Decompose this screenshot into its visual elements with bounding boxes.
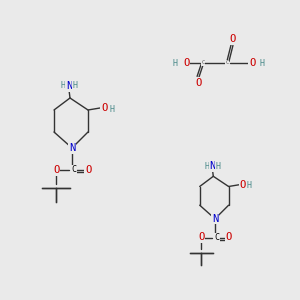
Text: H: H — [215, 162, 220, 171]
Text: H: H — [110, 104, 115, 113]
Text: N: N — [212, 214, 218, 224]
Text: C: C — [71, 166, 76, 175]
Text: H: H — [260, 58, 265, 68]
Text: H: H — [172, 58, 178, 68]
Text: O: O — [226, 232, 232, 242]
Text: C: C — [225, 61, 229, 65]
Text: C: C — [214, 233, 220, 242]
Text: N: N — [66, 81, 72, 91]
Text: O: O — [229, 34, 235, 44]
Text: H: H — [205, 162, 210, 171]
Text: H: H — [247, 181, 251, 190]
Text: H: H — [61, 82, 65, 91]
Text: O: O — [183, 58, 189, 68]
Text: O: O — [198, 232, 205, 242]
Text: H: H — [73, 82, 77, 91]
Text: O: O — [249, 58, 255, 68]
Text: N: N — [69, 143, 75, 153]
Text: O: O — [101, 103, 107, 113]
Text: C: C — [201, 61, 205, 65]
Text: O: O — [195, 78, 201, 88]
Text: O: O — [85, 165, 91, 175]
Text: O: O — [53, 165, 59, 175]
Text: N: N — [209, 161, 216, 171]
Text: O: O — [239, 180, 245, 190]
